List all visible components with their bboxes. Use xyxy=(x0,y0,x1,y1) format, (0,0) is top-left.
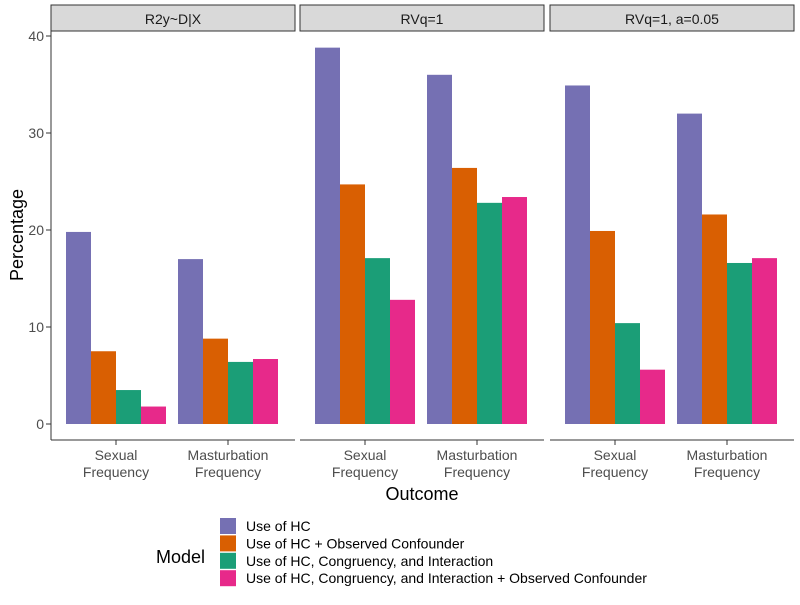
bar xyxy=(340,184,365,424)
x-tick-label: Sexual xyxy=(594,447,637,463)
x-tick-label: Frequency xyxy=(694,464,760,480)
bar xyxy=(228,361,253,424)
bar xyxy=(452,167,477,425)
bar xyxy=(727,262,752,424)
legend-swatch xyxy=(220,552,236,569)
facet-strip-label: RVq=1, a=0.05 xyxy=(625,11,719,27)
x-axis-title: Outcome xyxy=(385,484,458,504)
x-tick-label: Frequency xyxy=(83,464,149,480)
facet-strip-label: RVq=1 xyxy=(401,11,444,27)
bar xyxy=(66,231,91,424)
y-tick-label: 30 xyxy=(28,125,44,141)
bar xyxy=(640,369,665,424)
legend-swatch xyxy=(220,535,236,552)
facet-strip xyxy=(50,4,296,32)
bar xyxy=(677,113,702,424)
facet-strip xyxy=(549,4,795,32)
x-tick-label: Masturbation xyxy=(437,447,518,463)
bar xyxy=(365,258,390,424)
legend-label: Use of HC, Congruency, and Interaction xyxy=(246,553,493,569)
y-tick-label: 40 xyxy=(28,28,44,44)
x-tick-label: Masturbation xyxy=(687,447,768,463)
legend-label: Use of HC xyxy=(246,518,311,534)
y-tick-label: 20 xyxy=(28,222,44,238)
bar xyxy=(91,351,116,424)
legend-label: Use of HC, Congruency, and Interaction +… xyxy=(246,570,647,586)
bar xyxy=(427,74,452,425)
facet-strip-label: R2y~D|X xyxy=(145,11,202,27)
bar xyxy=(502,197,527,424)
bar xyxy=(390,299,415,424)
legend-swatch xyxy=(220,518,236,534)
bar xyxy=(752,258,777,424)
x-tick-label: Sexual xyxy=(95,447,138,463)
y-axis-title: Percentage xyxy=(7,189,27,281)
bar xyxy=(702,214,727,424)
x-tick-label: Masturbation xyxy=(188,447,269,463)
bar xyxy=(178,259,203,424)
bar xyxy=(615,323,640,424)
bar xyxy=(565,85,590,424)
bar xyxy=(590,230,615,424)
bar xyxy=(315,47,340,424)
x-tick-label: Sexual xyxy=(344,447,387,463)
bar xyxy=(116,390,141,424)
bar xyxy=(141,406,166,424)
legend-swatch xyxy=(220,570,236,587)
bar xyxy=(477,202,502,424)
x-tick-label: Frequency xyxy=(444,464,510,480)
bar xyxy=(203,338,228,424)
x-tick-label: Frequency xyxy=(195,464,261,480)
x-tick-label: Frequency xyxy=(332,464,398,480)
x-tick-label: Frequency xyxy=(582,464,648,480)
y-tick-label: 0 xyxy=(36,416,44,432)
legend-label: Use of HC + Observed Confounder xyxy=(246,535,465,551)
legend-title: Model xyxy=(156,547,205,567)
bar xyxy=(253,359,278,424)
y-tick-label: 10 xyxy=(28,319,44,335)
facet-strip xyxy=(299,4,545,32)
